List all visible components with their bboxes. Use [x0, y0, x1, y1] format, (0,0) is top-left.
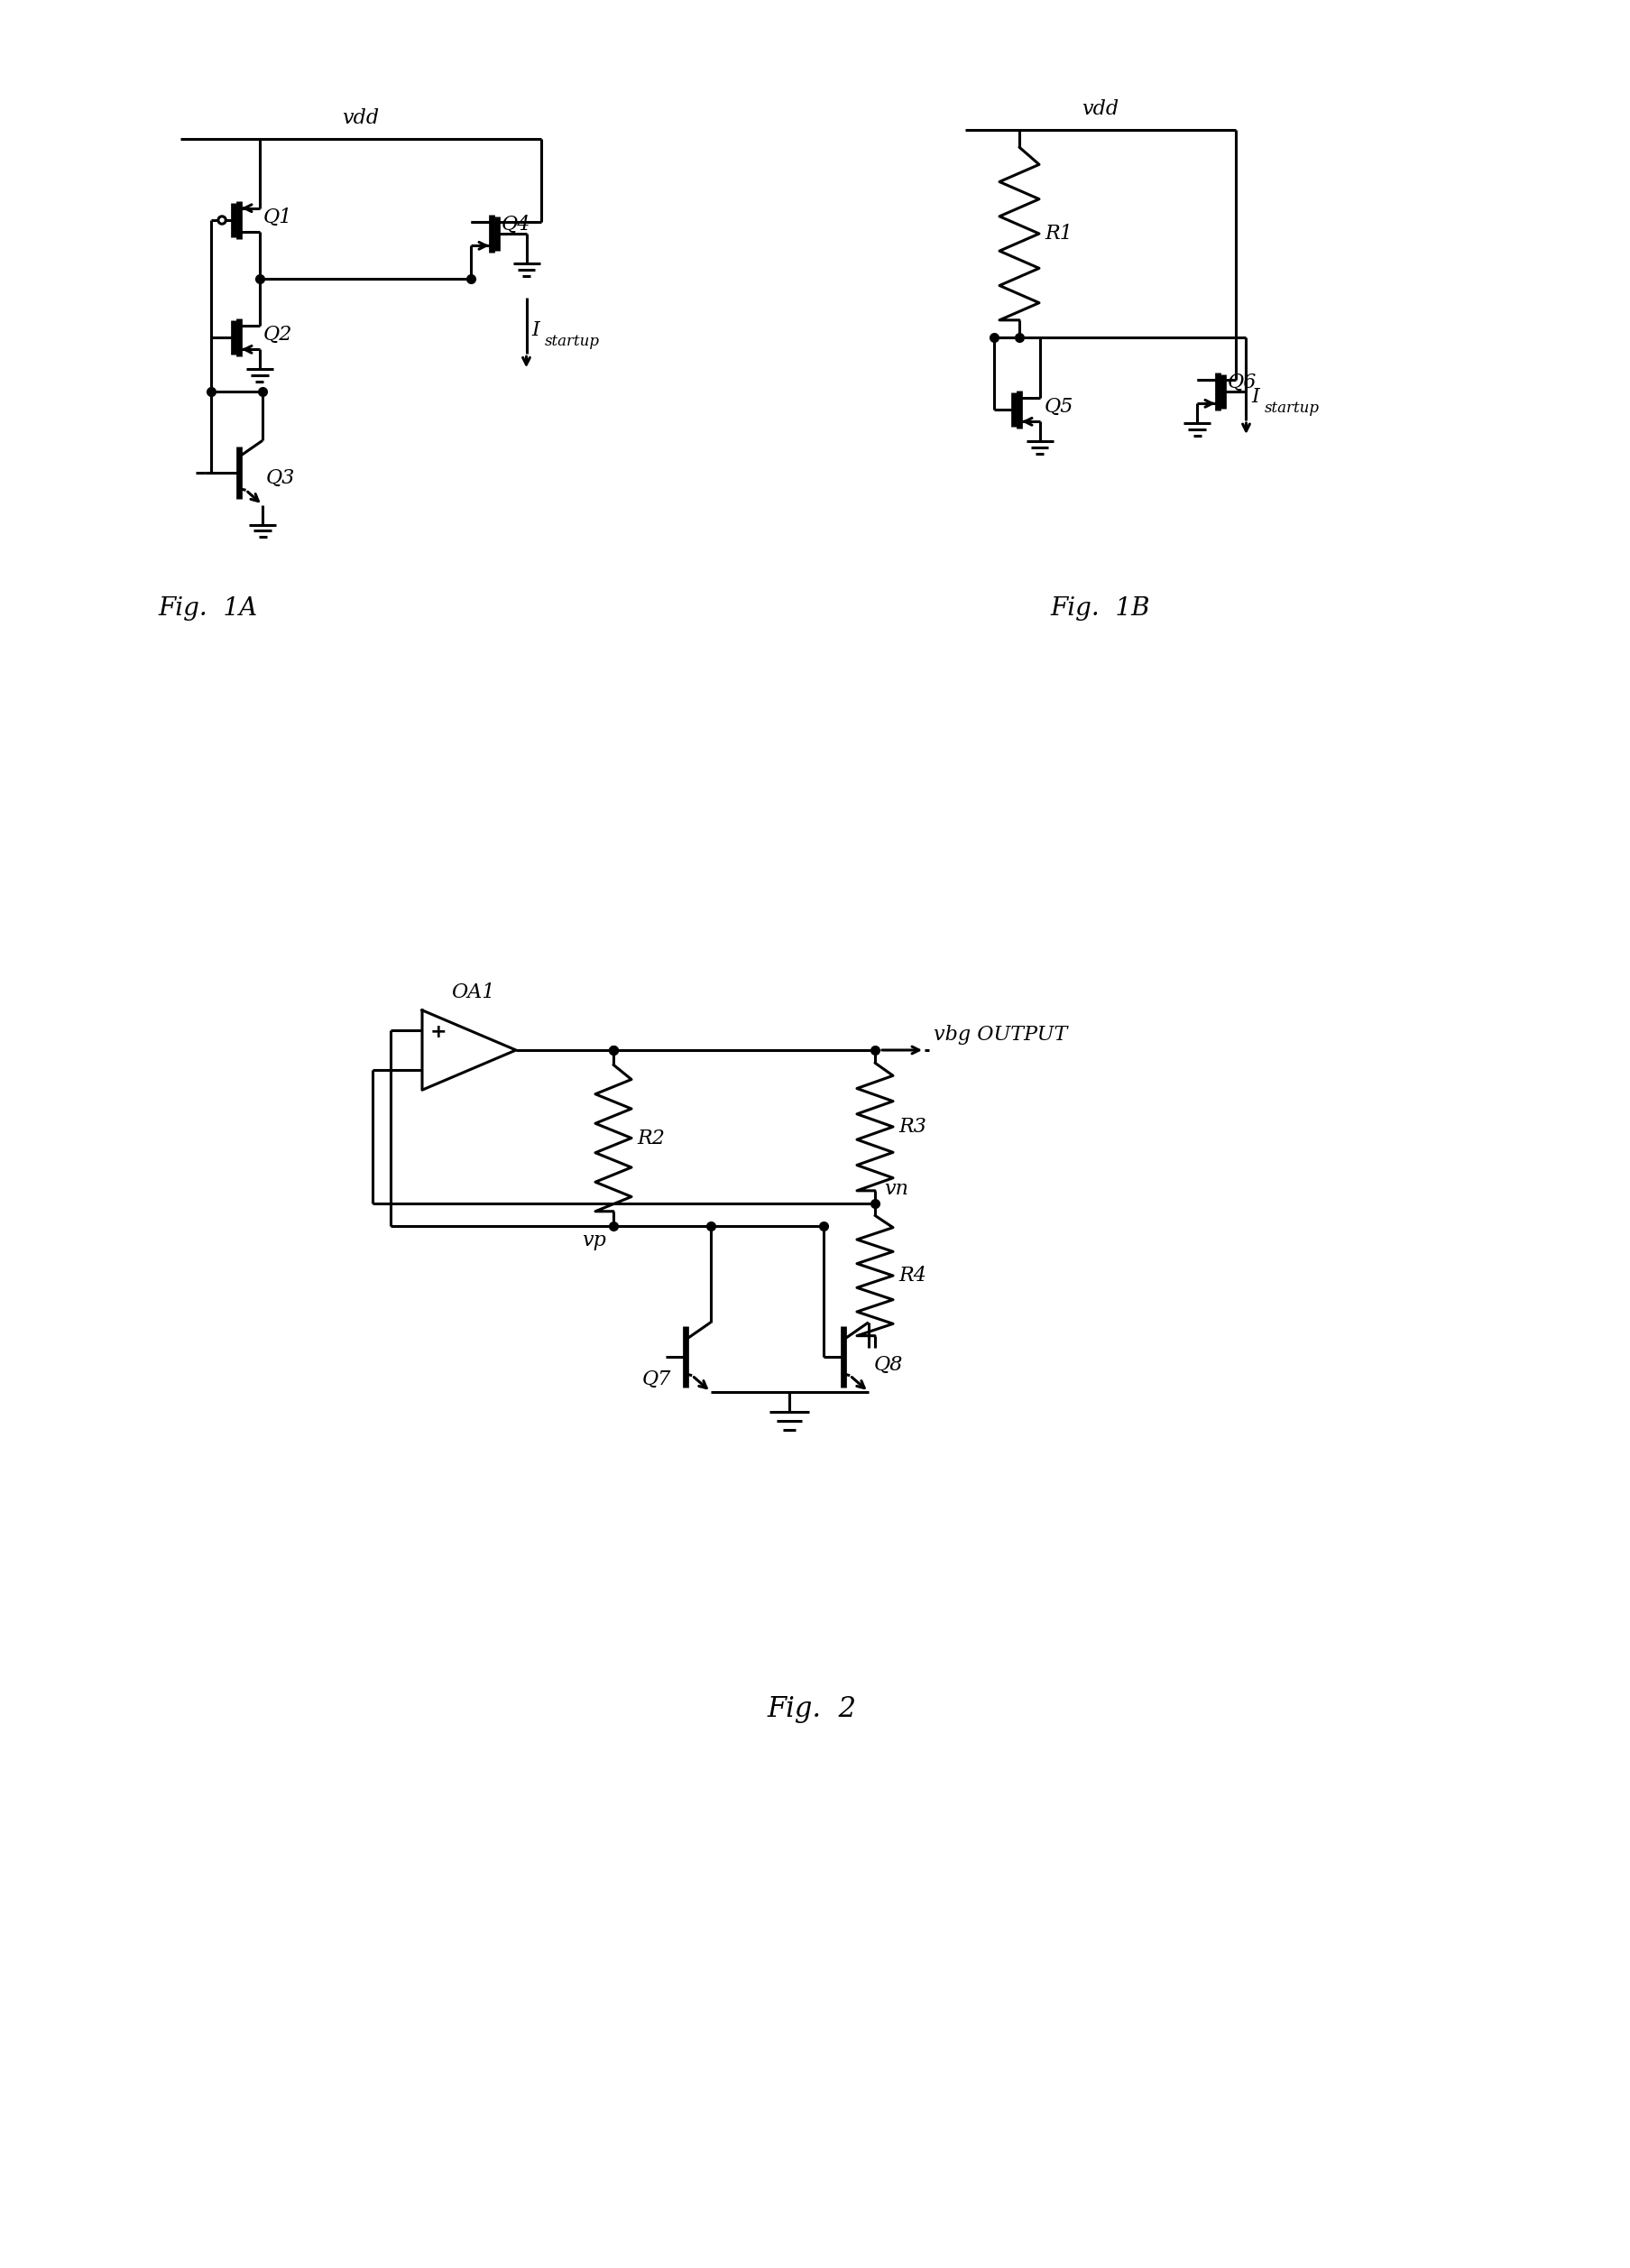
Text: vp: vp [582, 1232, 606, 1250]
Text: vbg OUTPUT: vbg OUTPUT [934, 1025, 1068, 1046]
Text: R3: R3 [898, 1116, 926, 1136]
Text: I: I [1252, 388, 1260, 406]
Text: vdd: vdd [1082, 100, 1120, 120]
Text: Fig.  1B: Fig. 1B [1051, 596, 1151, 619]
Text: Q8: Q8 [874, 1354, 903, 1374]
Text: Fig.  2: Fig. 2 [768, 1694, 856, 1724]
Text: R4: R4 [898, 1266, 926, 1286]
Text: Q3: Q3 [266, 469, 295, 488]
Text: R2: R2 [637, 1127, 665, 1148]
Text: Fig.  1A: Fig. 1A [158, 596, 258, 619]
Text: startup: startup [544, 333, 600, 349]
Text: vdd: vdd [342, 109, 380, 127]
Text: Q7: Q7 [642, 1370, 672, 1388]
Text: I: I [531, 320, 540, 340]
Text: +: + [430, 1023, 447, 1041]
Text: R1: R1 [1045, 225, 1073, 243]
Text: vn: vn [883, 1179, 908, 1200]
Text: Q1: Q1 [262, 206, 292, 227]
Text: Q5: Q5 [1045, 397, 1074, 417]
Text: Q4: Q4 [500, 213, 530, 234]
Text: startup: startup [1265, 399, 1319, 415]
Text: OA1: OA1 [452, 982, 494, 1002]
Text: Q2: Q2 [262, 324, 292, 345]
Text: Q6: Q6 [1227, 372, 1257, 392]
